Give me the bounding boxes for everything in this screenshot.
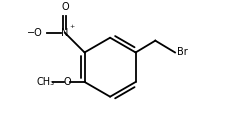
Text: +: + xyxy=(69,24,74,29)
Text: CH₃: CH₃ xyxy=(36,77,54,87)
Text: N: N xyxy=(61,28,68,38)
Text: −O: −O xyxy=(26,28,42,38)
Text: Br: Br xyxy=(176,47,187,57)
Text: O: O xyxy=(61,2,68,12)
Text: O: O xyxy=(63,77,70,87)
